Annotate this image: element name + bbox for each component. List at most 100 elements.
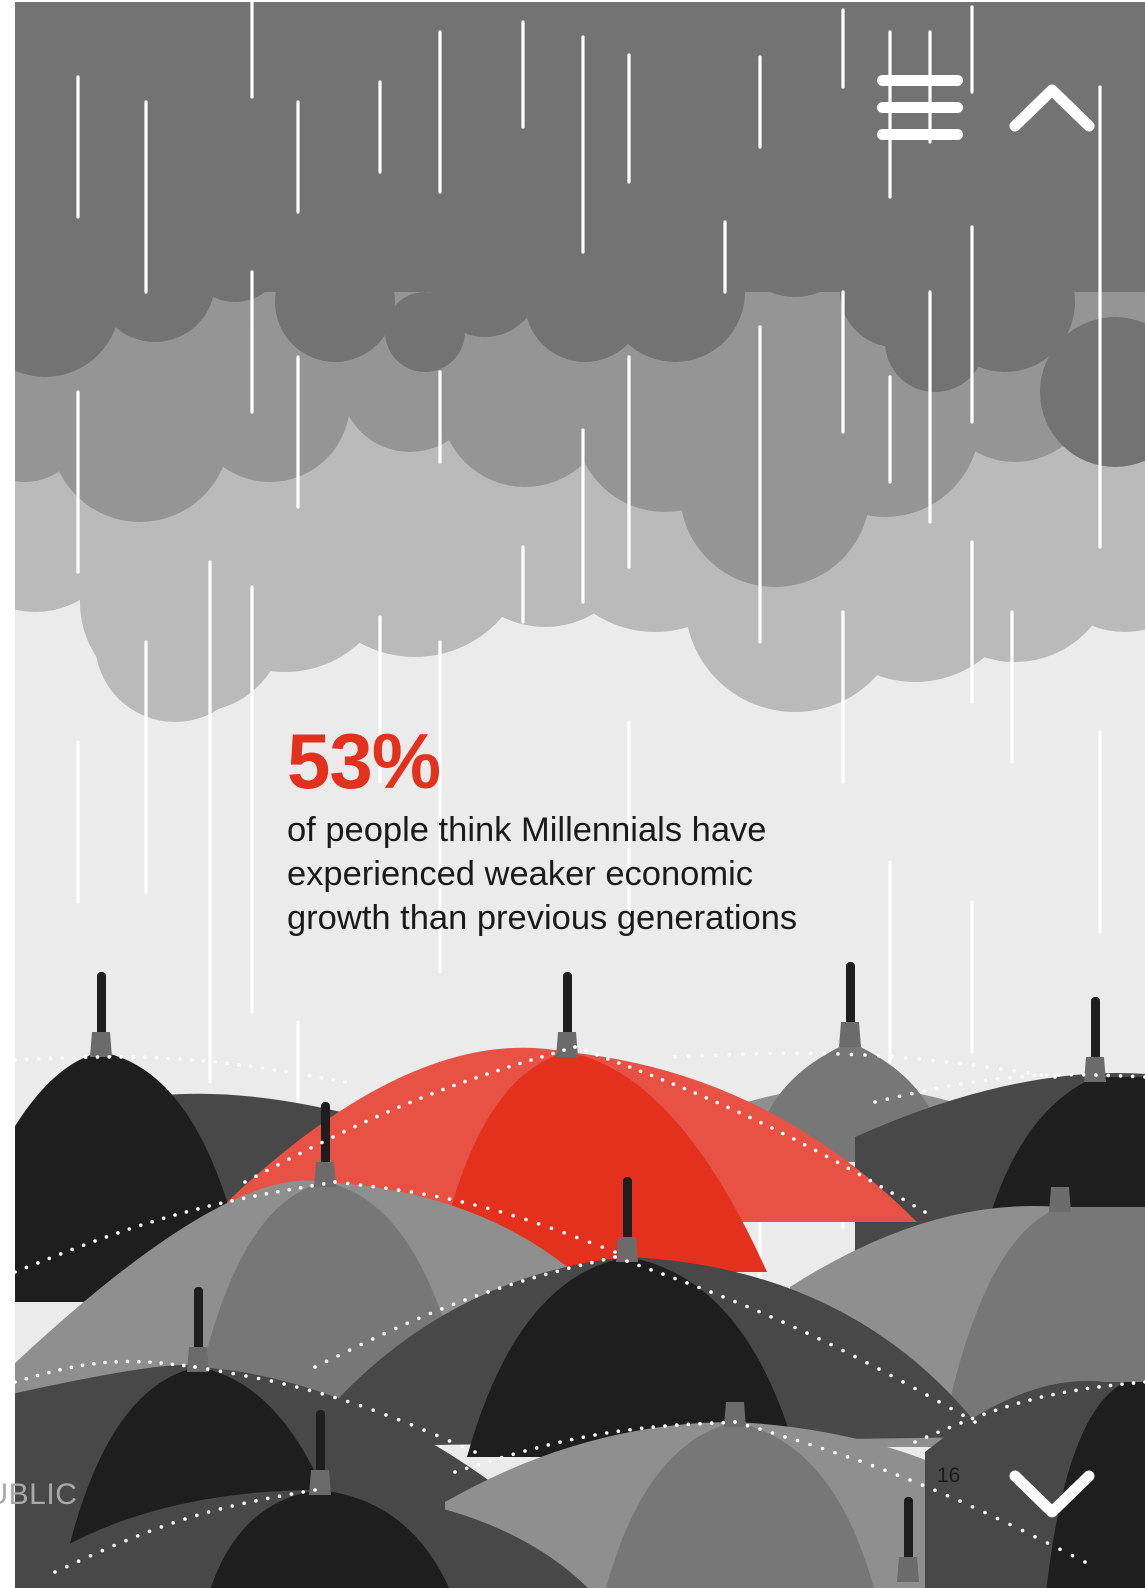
- water-droplet: [289, 1492, 294, 1496]
- water-droplet: [53, 1570, 57, 1574]
- water-droplet: [1069, 1072, 1074, 1077]
- water-droplet: [895, 1473, 900, 1477]
- water-droplet: [499, 1455, 504, 1460]
- water-droplet: [846, 1166, 851, 1171]
- water-droplet: [182, 1363, 186, 1368]
- water-droplet: [296, 1071, 300, 1076]
- water-droplet: [242, 1501, 246, 1506]
- scroll-down-button[interactable]: [1007, 1464, 1097, 1524]
- water-droplet: [69, 1365, 74, 1370]
- water-droplet: [193, 1365, 197, 1369]
- water-droplet: [961, 1413, 965, 1417]
- water-droplet: [820, 1446, 825, 1451]
- water-droplet: [769, 1315, 773, 1319]
- water-droplet: [931, 1058, 935, 1063]
- water-droplet: [770, 1126, 774, 1130]
- water-droplet: [660, 1078, 665, 1082]
- water-droplet: [781, 1131, 785, 1136]
- water-droplet: [473, 1203, 477, 1207]
- water-droplet: [1008, 1522, 1012, 1527]
- water-droplet: [269, 1379, 274, 1383]
- water-droplet: [347, 1348, 352, 1352]
- water-droplet: [244, 1374, 248, 1378]
- water-droplet: [604, 1431, 609, 1435]
- water-droplet: [295, 1385, 299, 1389]
- water-droplet: [970, 1416, 975, 1421]
- water-droplet: [536, 1222, 541, 1226]
- water-droplet: [422, 1428, 426, 1432]
- water-droplet: [587, 1240, 592, 1245]
- umbrella-front-black-bottom-left: [15, 1410, 588, 1588]
- water-droplet: [529, 1058, 533, 1062]
- water-droplet: [715, 1100, 719, 1105]
- water-droplet: [260, 1066, 265, 1070]
- water-droplet: [441, 1087, 445, 1092]
- water-droplet: [1033, 1535, 1037, 1539]
- water-droplet: [600, 1245, 605, 1249]
- stat-caption-line: growth than previous generations: [287, 899, 798, 937]
- water-droplet: [207, 1204, 212, 1208]
- water-droplet: [567, 1266, 571, 1271]
- water-droplet: [301, 1490, 306, 1494]
- water-droplet: [287, 1187, 292, 1192]
- water-droplet: [849, 1052, 854, 1057]
- water-droplet: [195, 1513, 199, 1518]
- water-droplet: [958, 1499, 962, 1503]
- water-droplet: [995, 1516, 1000, 1521]
- water-droplet: [686, 1422, 691, 1427]
- water-droplet: [649, 1073, 654, 1078]
- water-droplet: [727, 1052, 732, 1057]
- water-droplet: [166, 1056, 170, 1061]
- water-droplet: [613, 1255, 617, 1259]
- water-droplet: [396, 1188, 401, 1192]
- water-droplet: [575, 1235, 579, 1240]
- water-droplet: [639, 1426, 644, 1431]
- water-droplet: [81, 1243, 86, 1247]
- water-droplet: [359, 1342, 364, 1347]
- water-droplet: [661, 1272, 665, 1276]
- water-droplet: [757, 1309, 761, 1314]
- water-droplet: [1081, 1073, 1086, 1077]
- water-droplet: [254, 1174, 258, 1178]
- water-droplet: [808, 1051, 813, 1056]
- water-droplet: [868, 1178, 873, 1183]
- water-droplet: [897, 1094, 902, 1099]
- water-droplet: [745, 1423, 750, 1428]
- water-droplet: [116, 1231, 120, 1235]
- water-droplet: [159, 1525, 164, 1529]
- water-droplet: [1058, 1547, 1062, 1552]
- water-droplet: [256, 1376, 261, 1381]
- water-droplet: [901, 1197, 905, 1202]
- water-droplet: [474, 1294, 479, 1298]
- water-droplet: [417, 1316, 421, 1321]
- water-droplet: [419, 1096, 423, 1100]
- water-droplet: [382, 1331, 387, 1336]
- water-droplet: [206, 1510, 211, 1514]
- water-droplet: [795, 1051, 799, 1056]
- water-droplet: [358, 1403, 363, 1408]
- water-droplet: [103, 1360, 107, 1365]
- water-droplet: [248, 1064, 253, 1069]
- water-droplet: [307, 1073, 312, 1078]
- water-droplet: [673, 1055, 677, 1059]
- water-droplet: [150, 1219, 154, 1224]
- stat-value: 53%: [287, 717, 441, 805]
- water-droplet: [1045, 1541, 1050, 1545]
- water-droplet: [396, 1417, 401, 1422]
- chevron-up-icon: [1009, 84, 1095, 132]
- water-droplet: [83, 1055, 88, 1059]
- water-droplet: [792, 1137, 796, 1141]
- water-droplet: [284, 1069, 288, 1074]
- water-droplet: [1016, 1401, 1021, 1405]
- scroll-up-button[interactable]: [1007, 78, 1097, 138]
- umbrellas: [15, 962, 1145, 1588]
- water-droplet: [313, 1488, 317, 1492]
- water-droplet: [430, 1092, 434, 1096]
- water-droplet: [47, 1256, 52, 1261]
- menu-button[interactable]: [873, 72, 969, 144]
- water-droplet: [112, 1543, 116, 1548]
- water-droplet: [945, 1493, 950, 1498]
- water-droplet: [370, 1337, 375, 1341]
- water-droplet: [835, 1160, 840, 1165]
- water-droplet: [276, 1189, 280, 1194]
